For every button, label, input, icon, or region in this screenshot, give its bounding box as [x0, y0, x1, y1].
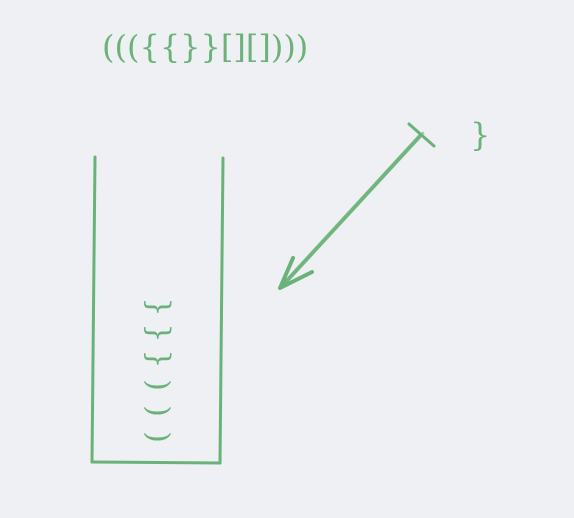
stack-item: { [140, 323, 175, 342]
stack-item: ( [140, 379, 175, 391]
stack-item: { [140, 297, 175, 316]
expression-text: ((({{}}[][]))) [102, 28, 308, 66]
push-arrow [278, 122, 436, 290]
incoming-symbol: } [470, 116, 490, 154]
stack-item: { [140, 349, 175, 368]
stack-item: ( [140, 431, 175, 443]
stack-item: ( [140, 405, 175, 417]
stack-container [90, 155, 225, 465]
stack-items: { { { ( ( ( [140, 297, 175, 442]
